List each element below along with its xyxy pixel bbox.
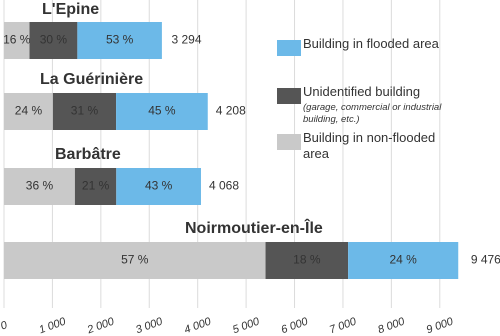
legend-label: Building in non-flooded area [303,130,436,161]
bar-segment [4,22,30,59]
x-tick-label: 8 000 [376,315,407,336]
total-label: 4 068 [209,179,239,193]
total-label: 9 476 [471,253,500,267]
category-label: Noirmoutier-en-Île [185,218,323,237]
data-label: 30 % [40,33,68,47]
x-tick-label: 4 000 [183,315,214,336]
bar-segment [116,93,208,130]
bar-segment [4,168,75,205]
data-label: 57 % [121,253,149,267]
bar-segment [77,22,162,59]
data-label: 43 % [145,179,173,193]
data-label: 21 % [82,179,110,193]
bar-segment [52,93,117,130]
data-label: 45 % [148,104,176,118]
x-tick-label: 5 000 [231,315,262,336]
bar-segment [348,242,459,279]
legend-swatch [277,88,301,104]
data-label: 18 % [293,253,321,267]
bar-segment [265,242,349,279]
x-tick-label: 0 [0,319,10,333]
bar-segment [4,93,53,130]
x-tick-label: 6 000 [280,315,311,336]
x-tick-label: 1 000 [37,315,68,336]
data-label: 16 % [3,33,31,47]
bar-segment [116,168,201,205]
category-label: La Guérinière [40,71,143,88]
data-label: 36 % [26,179,54,193]
x-tick-label: 7 000 [328,315,359,336]
x-tick-label: 2 000 [85,315,117,336]
data-label: 31 % [71,104,99,118]
legend-text: Building in flooded area [303,36,453,52]
category-label: Barbâtre [55,146,121,163]
total-label: 4 208 [216,104,246,118]
data-label: 24 % [15,104,43,118]
x-tick-label: 3 000 [134,315,165,336]
data-label: 24 % [390,253,418,267]
x-tick-label: 9 000 [425,315,456,336]
category-label: L'Epine [42,1,99,18]
bar-segment [74,168,117,205]
bar-segment [29,22,78,59]
legend-note: (garage, commercial or industrial buildi… [303,102,442,125]
bar-segment [4,242,266,279]
legend-swatch [277,40,301,56]
legend-label: Building in flooded area [303,36,439,51]
legend-label: Unidentified building [303,84,421,99]
legend-swatch [277,134,301,150]
data-label: 53 % [106,33,134,47]
total-label: 3 294 [171,33,201,47]
legend-text: Building in non-flooded area [303,130,453,162]
legend-text: Unidentified building (garage, commercial… [303,84,453,126]
